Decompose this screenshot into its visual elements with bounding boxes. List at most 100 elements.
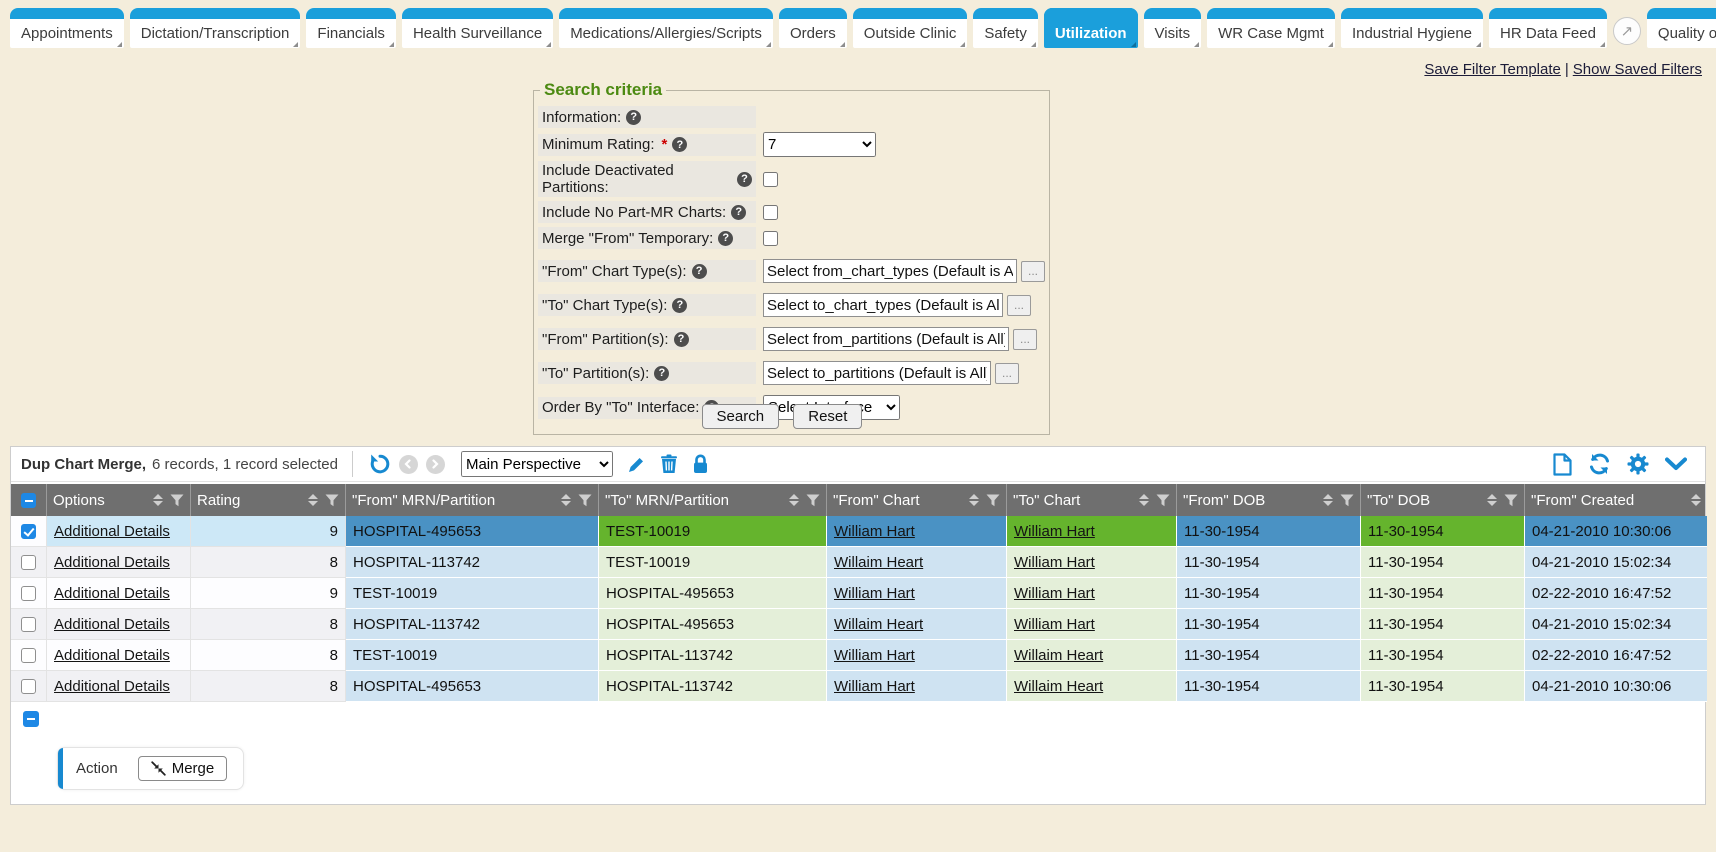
filter-icon[interactable] (1504, 494, 1518, 507)
perspective-select[interactable]: Main Perspective (460, 451, 613, 477)
sort-icon[interactable] (308, 494, 318, 506)
to-chart-link[interactable]: William Hart (1014, 553, 1095, 571)
tab-industrial-hygiene[interactable]: Industrial Hygiene (1340, 8, 1484, 48)
sort-icon[interactable] (1139, 494, 1149, 506)
from-chart-link[interactable]: Willaim Heart (834, 615, 924, 633)
tab-utilization[interactable]: Utilization (1043, 8, 1138, 48)
help-icon[interactable]: ? (731, 204, 747, 220)
merge-from-temporary-checkbox[interactable] (763, 230, 778, 246)
to-chart-link[interactable]: William Hart (1014, 522, 1095, 540)
help-icon[interactable]: ? (626, 109, 642, 125)
to-chart-types-picker-button[interactable]: ... (1007, 294, 1031, 316)
row-checkbox[interactable] (21, 647, 36, 663)
filter-icon[interactable] (578, 494, 592, 507)
to-chart-link[interactable]: Willaim Heart (1014, 646, 1104, 664)
to-chart-types-input[interactable] (763, 293, 1003, 317)
sort-icon[interactable] (789, 494, 799, 506)
row-checkbox[interactable] (21, 585, 36, 601)
column-header-from-dob[interactable]: "From" DOB (1177, 484, 1361, 516)
help-icon[interactable]: ? (654, 365, 670, 381)
tab-appointments[interactable]: Appointments (10, 8, 124, 48)
to-partitions-input[interactable] (763, 361, 991, 385)
sort-icon[interactable] (1323, 494, 1333, 506)
column-header-from-created[interactable]: "From" Created (1525, 484, 1707, 516)
sort-icon[interactable] (1487, 494, 1497, 506)
refresh-icon[interactable] (1588, 453, 1611, 475)
tab-medications-allergies-scripts[interactable]: Medications/Allergies/Scripts (559, 8, 773, 48)
tab-dictation-transcription[interactable]: Dictation/Transcription (129, 8, 301, 48)
row-checkbox[interactable] (21, 554, 36, 570)
tab-outside-clinic[interactable]: Outside Clinic (852, 8, 968, 48)
help-icon[interactable]: ? (691, 263, 707, 279)
help-icon[interactable]: ? (718, 230, 734, 246)
reset-button[interactable]: Reset (793, 404, 863, 429)
delete-perspective-trash-icon[interactable] (660, 454, 678, 474)
collapse-chevron-down-icon[interactable] (1665, 457, 1687, 471)
merge-button[interactable]: Merge (137, 756, 228, 781)
filter-icon[interactable] (806, 494, 820, 507)
from-chart-types-input[interactable] (763, 259, 1017, 283)
save-filter-template-link[interactable]: Save Filter Template (1424, 61, 1561, 78)
next-page-icon[interactable] (425, 454, 445, 474)
column-header-to-mrn-partition[interactable]: "To" MRN/Partition (599, 484, 827, 516)
search-button[interactable]: Search (701, 404, 780, 429)
additional-details-link[interactable]: Additional Details (54, 553, 170, 571)
from-chart-link[interactable]: William Hart (834, 522, 915, 540)
tab-hr-data-feed[interactable]: HR Data Feed (1489, 8, 1607, 48)
from-chart-link[interactable]: Willaim Heart (834, 553, 924, 571)
tab-health-surveillance[interactable]: Health Surveillance (401, 8, 554, 48)
previous-page-icon[interactable] (398, 454, 418, 474)
show-saved-filters-link[interactable]: Show Saved Filters (1572, 61, 1702, 78)
from-chart-link[interactable]: William Hart (834, 584, 915, 602)
additional-details-link[interactable]: Additional Details (54, 677, 170, 695)
additional-details-link[interactable]: Additional Details (54, 646, 170, 664)
help-icon[interactable]: ? (672, 297, 688, 313)
tab-safety[interactable]: Safety (973, 8, 1038, 48)
additional-details-link[interactable]: Additional Details (54, 522, 170, 540)
column-header-to-chart[interactable]: "To" Chart (1007, 484, 1177, 516)
from-partitions-picker-button[interactable]: ... (1013, 328, 1037, 350)
undo-icon[interactable] (369, 453, 391, 475)
tab-quality-of-care[interactable]: Quality of Care (1646, 8, 1716, 48)
new-document-icon[interactable] (1553, 452, 1572, 476)
sort-icon[interactable] (969, 494, 979, 506)
filter-icon[interactable] (325, 494, 339, 507)
filter-icon[interactable] (1340, 494, 1354, 507)
arrow-up-right-circle-icon[interactable]: ↗ (1612, 17, 1641, 45)
to-chart-link[interactable]: Willaim Heart (1014, 677, 1104, 695)
sort-icon[interactable] (1691, 494, 1701, 506)
tab-financials[interactable]: Financials (306, 8, 396, 48)
sort-icon[interactable] (561, 494, 571, 506)
filter-icon[interactable] (986, 494, 1000, 507)
row-checkbox[interactable] (21, 616, 36, 632)
filter-icon[interactable] (1156, 494, 1170, 507)
include-no-part-mr-checkbox[interactable] (763, 204, 778, 220)
to-chart-link[interactable]: William Hart (1014, 615, 1095, 633)
row-checkbox[interactable] (21, 678, 36, 694)
tab-visits[interactable]: Visits (1143, 8, 1202, 48)
to-chart-link[interactable]: William Hart (1014, 584, 1095, 602)
from-chart-types-picker-button[interactable]: ... (1021, 260, 1045, 282)
from-chart-link[interactable]: William Hart (834, 646, 915, 664)
tab-orders[interactable]: Orders (778, 8, 847, 48)
column-header-options[interactable]: Options (47, 484, 191, 516)
tab-wr-case-mgmt[interactable]: WR Case Mgmt (1207, 8, 1335, 48)
help-icon[interactable]: ? (673, 331, 689, 347)
minimum-rating-select[interactable]: 7 (763, 132, 876, 157)
from-partitions-input[interactable] (763, 327, 1009, 351)
include-deactivated-checkbox[interactable] (763, 171, 778, 187)
gear-icon[interactable] (1627, 453, 1649, 475)
additional-details-link[interactable]: Additional Details (54, 615, 170, 633)
additional-details-link[interactable]: Additional Details (54, 584, 170, 602)
help-icon[interactable]: ? (672, 137, 688, 152)
select-all-checkbox[interactable] (21, 492, 36, 508)
column-header-from-chart[interactable]: "From" Chart (827, 484, 1007, 516)
help-icon[interactable]: ? (737, 171, 752, 187)
from-chart-link[interactable]: William Hart (834, 677, 915, 695)
column-header-rating[interactable]: Rating (191, 484, 346, 516)
select-all-footer-checkbox[interactable] (23, 711, 39, 727)
lock-perspective-icon[interactable] (692, 454, 709, 474)
filter-icon[interactable] (170, 494, 184, 507)
column-header-from-mrn-partition[interactable]: "From" MRN/Partition (346, 484, 599, 516)
sort-icon[interactable] (153, 494, 163, 506)
